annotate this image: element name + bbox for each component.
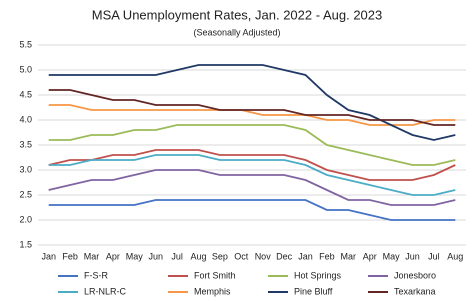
x-tick-label: Nov — [255, 251, 272, 261]
x-tick-label: Dec — [276, 251, 293, 261]
x-tick-label: Mar — [341, 251, 357, 261]
series-line — [48, 154, 456, 196]
x-tick-label: Jan — [298, 251, 313, 261]
x-tick-label: Apr — [106, 251, 120, 261]
x-tick-label: Jun — [148, 251, 163, 261]
y-tick-label: 4.5 — [19, 89, 32, 99]
x-tick-label: Jul — [428, 251, 440, 261]
series-line — [48, 104, 456, 126]
legend-label: Jonesboro — [394, 270, 436, 280]
x-tick-label: Feb — [62, 251, 78, 261]
x-tick-label: Apr — [363, 251, 377, 261]
y-tick-label: 4.0 — [19, 114, 32, 124]
y-tick-label: 2.5 — [19, 189, 32, 199]
x-tick-label: Aug — [447, 251, 463, 261]
x-tick-label: Sep — [212, 251, 228, 261]
y-tick-label: 3.5 — [19, 139, 32, 149]
legend-label: LR-NLR-C — [84, 286, 127, 296]
x-tick-label: Oct — [234, 251, 249, 261]
legend-label: Hot Springs — [294, 270, 342, 280]
y-tick-label: 5.0 — [19, 64, 32, 74]
series-line — [48, 89, 456, 126]
legend-label: F-S-R — [84, 270, 108, 280]
x-tick-label: Jun — [405, 251, 420, 261]
y-tick-label: 5.5 — [19, 39, 32, 49]
series-line — [48, 169, 456, 206]
series-line — [48, 199, 456, 221]
x-tick-label: Jan — [41, 251, 56, 261]
chart-subtitle: (Seasonally Adjusted) — [193, 27, 280, 37]
legend-label: Memphis — [194, 286, 231, 296]
x-tick-label: Feb — [319, 251, 335, 261]
x-tick-label: Jul — [171, 251, 183, 261]
legend-label: Pine Bluff — [294, 286, 333, 296]
y-tick-label: 1.5 — [19, 239, 32, 249]
x-tick-label: May — [383, 251, 401, 261]
y-tick-label: 2.0 — [19, 214, 32, 224]
series-line — [48, 124, 456, 166]
x-tick-label: May — [126, 251, 144, 261]
x-tick-label: Aug — [190, 251, 206, 261]
legend-label: Texarkana — [394, 286, 436, 296]
legend-label: Fort Smith — [194, 270, 236, 280]
chart-title: MSA Unemployment Rates, Jan. 2022 - Aug.… — [92, 7, 383, 22]
x-tick-label: Mar — [84, 251, 100, 261]
y-tick-label: 3.0 — [19, 164, 32, 174]
series-line — [48, 149, 456, 181]
series-line — [48, 64, 456, 141]
